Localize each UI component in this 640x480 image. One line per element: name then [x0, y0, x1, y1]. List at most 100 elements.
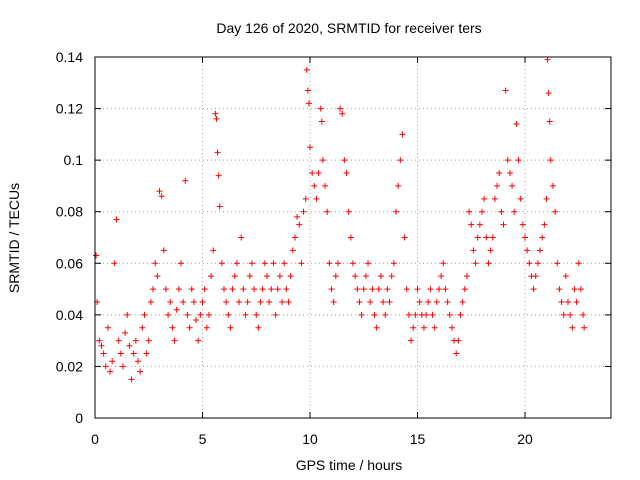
data-point — [414, 286, 421, 293]
data-point — [541, 221, 548, 228]
data-point — [352, 273, 359, 280]
data-point — [117, 350, 124, 357]
data-point — [401, 234, 408, 241]
data-point — [298, 260, 305, 267]
data-point — [143, 350, 150, 357]
data-point — [522, 234, 528, 241]
data-point — [390, 260, 397, 267]
data-point — [199, 298, 206, 305]
data-point — [393, 208, 399, 215]
data-point — [539, 234, 546, 241]
data-point — [291, 234, 298, 241]
data-point — [93, 252, 100, 259]
y-tick-label: 0.06 — [56, 255, 83, 271]
data-point — [494, 182, 501, 189]
data-point — [165, 311, 172, 318]
data-point — [311, 182, 318, 189]
data-point — [264, 273, 270, 280]
data-point — [556, 286, 563, 293]
data-point — [440, 260, 447, 267]
data-point — [581, 324, 588, 331]
data-point — [279, 298, 286, 305]
data-point — [399, 131, 406, 138]
data-point — [210, 247, 217, 254]
data-point — [463, 273, 470, 280]
data-point — [470, 247, 477, 254]
data-point — [215, 172, 222, 179]
data-point — [253, 311, 260, 318]
data-point — [303, 66, 310, 73]
data-point — [547, 157, 554, 164]
data-point — [190, 298, 197, 305]
data-point — [577, 286, 584, 293]
data-point — [408, 337, 415, 344]
data-point — [122, 329, 129, 336]
data-point — [169, 324, 176, 331]
data-point — [549, 182, 556, 189]
data-point — [266, 298, 273, 305]
data-point — [565, 298, 571, 305]
data-point — [305, 100, 312, 107]
data-point — [506, 170, 513, 177]
data-point — [246, 273, 253, 280]
data-point — [457, 311, 464, 318]
data-point — [337, 105, 344, 112]
data-point — [214, 149, 221, 156]
data-point — [446, 311, 453, 318]
x-tick-label: 5 — [199, 431, 207, 447]
data-point — [433, 298, 440, 305]
data-point — [444, 298, 451, 305]
data-point — [287, 273, 294, 280]
data-point — [132, 337, 139, 344]
data-point — [483, 234, 490, 241]
data-point — [532, 273, 539, 280]
data-point — [231, 273, 238, 280]
data-point — [212, 110, 219, 117]
data-point — [386, 298, 393, 305]
data-point — [130, 350, 137, 357]
data-point — [236, 298, 243, 305]
data-point — [330, 298, 337, 305]
data-point — [216, 203, 223, 210]
data-point — [544, 56, 551, 63]
data-point — [124, 311, 131, 318]
data-point — [498, 208, 505, 215]
data-point — [560, 311, 567, 318]
data-point — [193, 317, 200, 324]
data-point — [388, 273, 395, 280]
data-point — [341, 157, 348, 164]
data-point — [289, 247, 296, 254]
data-point — [569, 324, 576, 331]
data-point — [384, 286, 391, 293]
data-point — [182, 177, 189, 184]
data-point — [420, 324, 427, 331]
data-point — [537, 247, 544, 254]
y-tick-label: 0.08 — [56, 204, 83, 220]
data-point — [524, 247, 531, 254]
data-point — [248, 260, 255, 267]
data-point — [223, 298, 230, 305]
data-point — [156, 188, 163, 195]
data-point — [347, 234, 354, 241]
data-point — [468, 221, 475, 228]
data-point — [345, 208, 352, 215]
data-point — [526, 260, 533, 267]
data-point — [135, 358, 141, 365]
data-point — [309, 170, 316, 177]
data-point — [500, 221, 507, 228]
data-point — [102, 363, 109, 370]
data-point — [107, 368, 114, 375]
data-point — [369, 286, 376, 293]
data-point — [203, 324, 210, 331]
data-point — [240, 286, 247, 293]
data-point — [403, 286, 410, 293]
data-point — [511, 208, 518, 215]
x-tick-label: 10 — [302, 431, 318, 447]
data-point — [109, 358, 116, 365]
data-point — [307, 144, 313, 151]
data-point — [167, 298, 174, 305]
data-point — [317, 105, 324, 112]
data-point — [313, 195, 320, 202]
data-point — [423, 311, 430, 318]
